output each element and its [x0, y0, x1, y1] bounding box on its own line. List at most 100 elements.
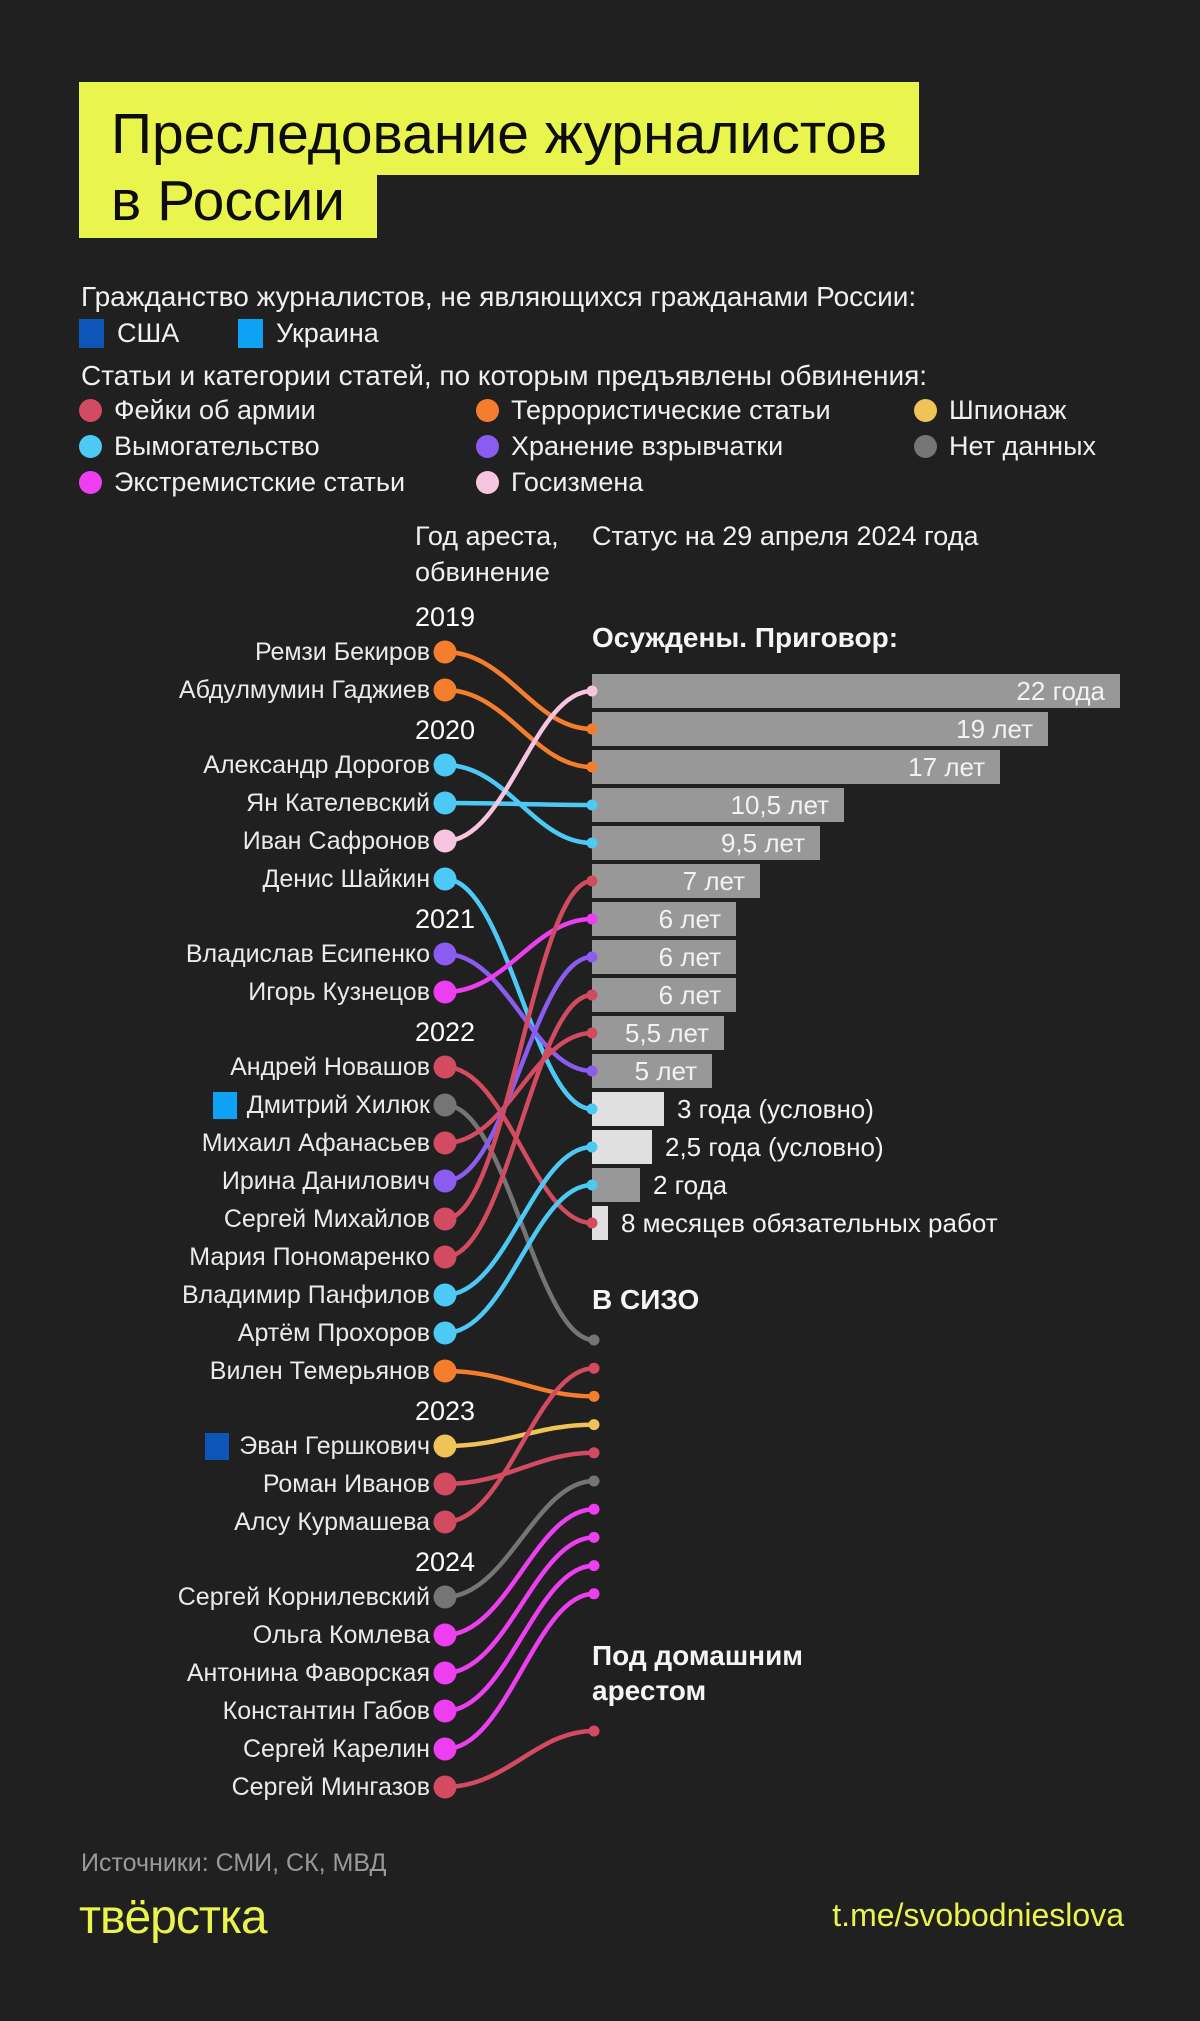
journalist-charge-dot — [433, 1169, 457, 1193]
citizenship-legend-item-us: США — [79, 318, 179, 349]
journalist-row: Ян Кателевский — [60, 784, 430, 822]
sentence-bar-label: 5 лет — [634, 1056, 697, 1086]
sentence-bar — [592, 788, 844, 822]
journalist-row: Сергей Мингазов — [60, 1768, 430, 1806]
section-pretrial-heading: В СИЗО — [592, 1284, 700, 1315]
journalist-name: Мария Пономаренко — [189, 1242, 430, 1271]
sentence-bar — [592, 1130, 652, 1164]
journalist-charge-dot — [433, 791, 457, 815]
sentence-bar-label: 9,5 лет — [720, 828, 805, 858]
journalist-row: Абдулмумин Гаджиев — [60, 671, 430, 709]
journalist-row: Мария Пономаренко — [60, 1238, 430, 1276]
journalist-charge-dot — [433, 1131, 457, 1155]
journalist-row: Ирина Данилович — [60, 1162, 430, 1200]
sentence-bar — [592, 1092, 664, 1126]
journalist-name: Константин Габов — [222, 1696, 430, 1725]
sentence-bar — [592, 1206, 608, 1240]
flow-curve — [442, 1450, 597, 1487]
sentence-bar-label: 17 лет — [908, 752, 985, 782]
sentence-bar — [592, 1168, 640, 1202]
arrest-year-label: 2024 — [415, 1547, 476, 1577]
charge-legend-item-treason: Госизмена — [476, 467, 643, 498]
flow-curve — [442, 800, 595, 808]
sentence-bar — [592, 940, 736, 974]
charge-legend-item-spy: Шпионаж — [914, 395, 1066, 426]
journalist-row: Сергей Михайлов — [60, 1200, 430, 1238]
journalist-row: Ольга Комлева — [60, 1616, 430, 1654]
flow-curve — [442, 1144, 595, 1298]
ua-flag-swatch — [238, 319, 263, 348]
extremism-dot-icon — [79, 471, 102, 494]
journalist-charge-dot — [433, 1775, 457, 1799]
journalist-row: Вилен Темерьянов — [60, 1352, 430, 1390]
journalist-charge-dot — [433, 1699, 457, 1723]
flow-curve — [442, 1591, 597, 1752]
us-flag-swatch — [79, 319, 104, 348]
citizenship-legend-item-ua: Украина — [238, 318, 379, 349]
terror-dot-icon — [476, 399, 499, 422]
flow-curve — [442, 762, 595, 846]
journalist-charge-dot — [433, 1093, 457, 1117]
journalist-name: Владислав Есипенко — [185, 939, 430, 968]
journalist-row: Сергей Карелин — [60, 1730, 430, 1768]
journalist-name: Александр Дорогов — [203, 750, 430, 779]
telegram-link[interactable]: t.me/svobodnieslova — [832, 1897, 1124, 1933]
journalist-charge-dot — [433, 1207, 457, 1231]
journalist-charge-dot — [433, 1245, 457, 1269]
sentence-bar — [592, 826, 820, 860]
journalist-charge-dot — [433, 829, 457, 853]
charge-label: Нет данных — [949, 431, 1096, 461]
arrest-year-label: 2023 — [415, 1396, 476, 1426]
sentence-bar-label: 8 месяцев обязательных работ — [621, 1208, 998, 1238]
journalist-charge-dot — [433, 1510, 457, 1534]
left-column-header-line2: обвинение — [415, 557, 550, 587]
sentence-bar — [592, 712, 1048, 746]
journalist-charge-dot — [433, 1472, 457, 1496]
charge-label: Фейки об армии — [114, 395, 316, 425]
journalist-name: Денис Шайкин — [262, 864, 430, 893]
journalist-name: Иван Сафронов — [242, 826, 430, 855]
charge-legend-item-explosives: Хранение взрывчатки — [476, 431, 783, 462]
flow-curve — [442, 1064, 595, 1226]
journalist-name: Сергей Карелин — [242, 1734, 430, 1763]
journalist-name: Дмитрий Хилюк — [246, 1090, 430, 1119]
sentence-bar-label: 2,5 года (условно) — [665, 1132, 884, 1162]
journalist-name: Михаил Афанасьев — [201, 1128, 430, 1157]
outcome-endpoint-dot — [588, 1588, 600, 1600]
journalist-row: Владислав Есипенко — [60, 935, 430, 973]
flow-curve — [442, 1728, 597, 1790]
ua-flag-icon — [212, 1091, 237, 1119]
charge-label: Хранение взрывчатки — [511, 431, 784, 461]
sentence-bar-label: 6 лет — [658, 980, 721, 1010]
charge-label: Вымогательство — [114, 431, 320, 461]
arrest-year-label: 2022 — [415, 1017, 476, 1047]
outcome-endpoint-dot — [588, 1447, 600, 1459]
sentence-bar — [592, 864, 760, 898]
journalist-row: Константин Габов — [60, 1692, 430, 1730]
outcome-endpoint-dot — [588, 1334, 600, 1346]
sentence-bar — [592, 1054, 712, 1088]
sentence-bar — [592, 674, 1120, 708]
journalist-row: Иван Сафронов — [60, 822, 430, 860]
journalist-charge-dot — [433, 1055, 457, 1079]
journalist-name: Владимир Панфилов — [182, 1280, 430, 1309]
journalist-charge-dot — [433, 867, 457, 891]
sentence-bar — [592, 1016, 724, 1050]
outcome-endpoint-dot — [588, 1560, 600, 1572]
journalist-row: Александр Дорогов — [60, 746, 430, 784]
flow-curve — [442, 1563, 597, 1714]
outcome-endpoint-dot — [588, 1475, 600, 1487]
journalist-name: Антонина Фаворская — [186, 1658, 430, 1687]
sentence-bar-label: 7 лет — [682, 866, 745, 896]
journalist-charge-dot — [433, 753, 457, 777]
journalist-charge-dot — [433, 1283, 457, 1307]
sentence-bar-label: 5,5 лет — [624, 1018, 709, 1048]
sentence-bar-label: 10,5 лет — [730, 790, 829, 820]
citizenship-legend-title: Гражданство журналистов, не являющихся г… — [81, 281, 917, 312]
section-house-arrest-heading: Под домашним арестом — [592, 1638, 803, 1708]
spy-dot-icon — [914, 399, 937, 422]
left-column-header-line1: Год ареста, — [415, 521, 559, 551]
journalist-charge-dot — [433, 980, 457, 1004]
nodata-dot-icon — [914, 435, 937, 458]
outcome-endpoint-dot — [588, 1419, 600, 1431]
